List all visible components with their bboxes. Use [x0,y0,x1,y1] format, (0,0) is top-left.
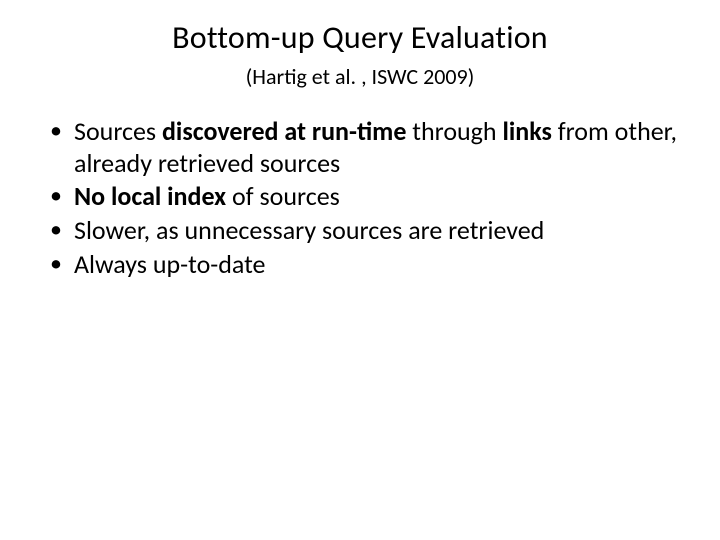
text-segment: Slower, as unnecessary sources are retri… [74,214,544,246]
text-segment: of sources [226,180,340,212]
slide-title: Bottom-up Query Evaluation [40,18,680,57]
bold-text: links [502,115,551,147]
text-segment: through [406,115,502,147]
list-item: Always up-to-date [40,249,680,281]
list-item: Slower, as unnecessary sources are retri… [40,215,680,247]
slide-subtitle: (Hartig et al. , ISWC 2009) [40,63,680,90]
bullet-list: Sources discovered at run-time through l… [40,116,680,281]
bold-text: No local index [74,180,226,212]
bold-text: discovered at run-time [162,115,406,147]
list-item: Sources discovered at run-time through l… [40,116,680,179]
text-segment: Sources [74,115,162,147]
list-item: No local index of sources [40,181,680,213]
text-segment: Always up-to-date [74,248,266,280]
